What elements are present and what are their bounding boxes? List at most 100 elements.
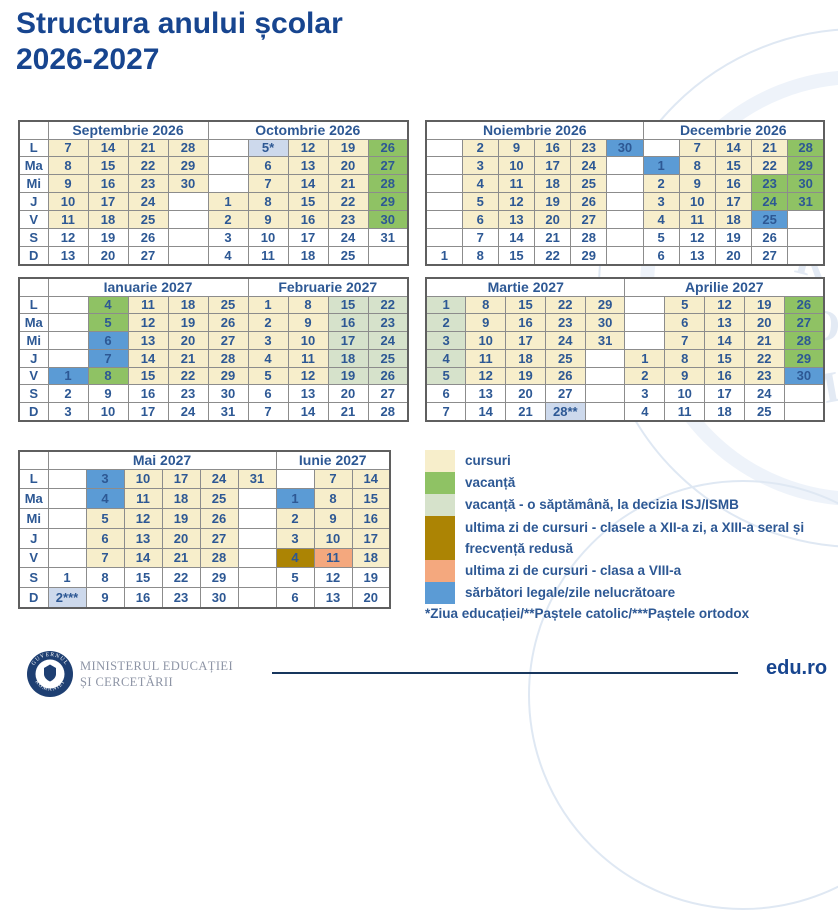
day-cell: 24 xyxy=(743,384,785,404)
legend: cursuri vacanță vacanță - o săptămână, la … xyxy=(425,450,825,621)
day-cell: 8 xyxy=(461,245,499,266)
day-cell: 29 xyxy=(570,245,608,266)
day-cell: 25 xyxy=(207,295,249,315)
day-cell: 11 xyxy=(664,402,706,422)
empty-cell xyxy=(606,156,644,176)
day-cell: 6 xyxy=(425,384,467,404)
day-cell: 14 xyxy=(287,402,329,422)
day-label: Mi xyxy=(18,508,49,529)
day-cell: 29 xyxy=(207,366,249,386)
day-label: Ma xyxy=(18,156,49,176)
month-header: Octombrie 2026 xyxy=(207,120,409,140)
empty-cell xyxy=(275,468,315,490)
day-cell: 21 xyxy=(534,228,572,247)
day-cell: 5 xyxy=(275,567,315,589)
day-cell: 12 xyxy=(287,366,329,386)
day-cell: 21 xyxy=(161,547,201,569)
month-header: Decembrie 2026 xyxy=(642,120,825,140)
day-cell: 13 xyxy=(678,245,716,266)
day-cell: 1 xyxy=(47,567,87,589)
legend-item: vacanță - o săptămână, la decizia ISJ/IS… xyxy=(425,494,825,516)
day-cell: 5 xyxy=(85,508,125,529)
day-cell: 2 xyxy=(207,210,249,230)
day-cell: 22 xyxy=(127,156,169,176)
day-cell: 9 xyxy=(287,313,329,333)
day-cell: 9 xyxy=(678,174,716,194)
day-cell: 14 xyxy=(127,348,169,368)
day-cell: 17 xyxy=(534,156,572,176)
day-label: L xyxy=(18,468,49,490)
day-cell: 24 xyxy=(367,331,409,350)
empty-cell xyxy=(47,348,89,368)
day-cell: 5 xyxy=(247,366,289,386)
day-cell: 29 xyxy=(783,348,825,368)
day-cell: 10 xyxy=(123,468,163,490)
day-cell: 20 xyxy=(351,587,391,609)
day-cell: 9 xyxy=(497,138,536,158)
day-cell: 14 xyxy=(87,138,129,158)
day-cell: 12 xyxy=(465,366,507,386)
day-cell: 23 xyxy=(751,174,789,194)
day-cell: 8 xyxy=(313,488,353,510)
legend-label: ultima zi de cursuri - clasa a VIII-a xyxy=(465,563,682,578)
day-cell: 15 xyxy=(497,245,536,266)
day-cell: 3 xyxy=(275,527,315,549)
day-cell: 26 xyxy=(127,228,169,247)
day-cell: 23 xyxy=(327,210,369,230)
day-label: L xyxy=(18,138,49,158)
day-cell: 31 xyxy=(237,468,277,490)
day-label: D xyxy=(18,245,49,266)
empty-cell xyxy=(584,384,626,404)
day-label: J xyxy=(18,527,49,549)
empty-cell xyxy=(606,245,644,266)
day-cell: 30 xyxy=(207,384,249,404)
day-cell: 18 xyxy=(161,488,201,510)
empty-cell xyxy=(783,384,825,404)
day-cell: 20 xyxy=(714,245,753,266)
day-cell: 6 xyxy=(275,587,315,609)
day-cell: 16 xyxy=(327,313,369,333)
day-cell: 8 xyxy=(247,192,289,212)
day-cell: 2 xyxy=(461,138,499,158)
day-cell: 13 xyxy=(123,527,163,549)
day-cell: 6 xyxy=(664,313,706,333)
day-label-header xyxy=(18,450,49,470)
month-header: Mai 2027 xyxy=(47,450,277,470)
day-label: Mi xyxy=(18,174,49,194)
day-cell: 13 xyxy=(47,245,89,266)
day-cell: 30 xyxy=(367,210,409,230)
day-cell: 5 xyxy=(664,295,706,315)
day-cell: 20 xyxy=(327,156,369,176)
day-cell: 12 xyxy=(313,567,353,589)
day-cell: 19 xyxy=(534,192,572,212)
day-cell: 21 xyxy=(327,402,369,422)
day-cell: 4 xyxy=(461,174,499,194)
day-cell: 3 xyxy=(461,156,499,176)
day-cell: 1 xyxy=(624,348,666,368)
day-cell: 25 xyxy=(743,402,785,422)
day-cell: 16 xyxy=(714,174,753,194)
calendar-may-jun-table: Mai 2027 Iunie 2027 L 3 10 17 24 31 7 14 Ma 4 11 18 25… xyxy=(18,450,391,609)
day-cell: 9 xyxy=(87,384,129,404)
day-cell: 17 xyxy=(287,228,329,247)
day-cell: 18 xyxy=(534,174,572,194)
day-cell: 7 xyxy=(85,547,125,569)
day-cell: 14 xyxy=(351,468,391,490)
day-cell: 23 xyxy=(127,174,169,194)
day-cell: 11 xyxy=(313,547,353,569)
day-cell: 5* xyxy=(247,138,289,158)
day-cell: 1 xyxy=(275,488,315,510)
empty-cell xyxy=(425,192,463,212)
day-cell: 13 xyxy=(313,587,353,609)
empty-cell xyxy=(425,156,463,176)
empty-cell xyxy=(783,402,825,422)
day-cell: 3 xyxy=(47,402,89,422)
day-cell: 6 xyxy=(461,210,499,230)
calendar-sep-oct: Septembrie 2026 Octombrie 2026 L 7 14 21 28 5* 1… xyxy=(18,120,409,266)
day-cell: 16 xyxy=(127,384,169,404)
empty-cell xyxy=(425,228,463,247)
empty-cell xyxy=(606,228,644,247)
day-cell: 15 xyxy=(704,348,745,368)
day-cell: 2 xyxy=(247,313,289,333)
legend-swatch-last_day_8 xyxy=(425,560,455,582)
